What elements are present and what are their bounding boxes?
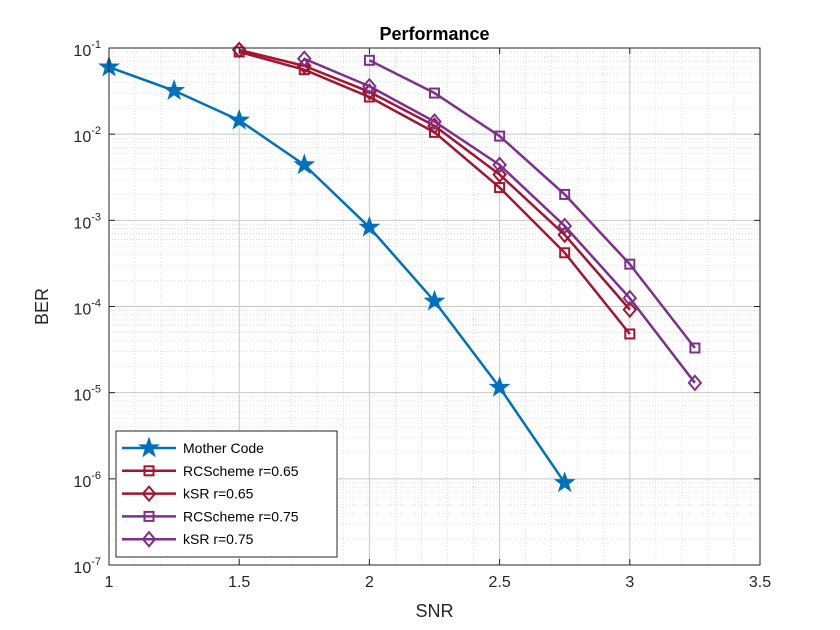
- data-point: [362, 77, 377, 95]
- data-point: [622, 289, 638, 307]
- series-0: [98, 55, 576, 493]
- y-tick-base: 10: [73, 43, 91, 60]
- legend-label: RCScheme r=0.65: [183, 463, 299, 479]
- x-tick-label: 1: [105, 574, 114, 591]
- y-tick-label: 10-7: [73, 556, 101, 577]
- data-point: [553, 471, 576, 493]
- legend-label: kSR r=0.65: [183, 486, 254, 502]
- x-tick-label: 3.5: [749, 574, 771, 591]
- y-tick-base: 10: [73, 388, 91, 405]
- y-tick-label: 10-3: [73, 211, 101, 232]
- y-tick-base: 10: [73, 302, 91, 319]
- x-tick-label: 2.5: [488, 574, 510, 591]
- legend-item: kSR r=0.75: [122, 530, 254, 548]
- y-tick-base: 10: [73, 560, 91, 577]
- data-point: [559, 188, 571, 200]
- x-tick-label: 3: [625, 574, 634, 591]
- data-point: [557, 226, 573, 244]
- data-point: [492, 166, 507, 184]
- y-tick-base: 10: [73, 474, 91, 491]
- data-point: [488, 375, 511, 397]
- y-tick-exponent: -7: [91, 556, 101, 568]
- data-point: [689, 342, 701, 354]
- legend-label: Mother Code: [183, 440, 264, 456]
- data-point: [624, 258, 636, 270]
- y-tick-exponent: -4: [91, 298, 101, 310]
- x-tick-label: 1.5: [228, 574, 250, 591]
- legend-marker: [138, 436, 160, 458]
- data-point: [228, 108, 251, 130]
- series-4: [296, 50, 703, 392]
- series-line: [368, 59, 696, 349]
- data-point: [429, 87, 440, 99]
- data-point: [296, 50, 312, 68]
- data-point: [163, 79, 186, 100]
- y-axis-title: BER: [32, 288, 52, 325]
- legend-marker: [143, 465, 155, 477]
- y-tick-label: 10-5: [73, 384, 101, 405]
- data-point: [557, 217, 573, 235]
- legend-label: RCScheme r=0.75: [183, 508, 299, 524]
- data-point: [363, 54, 375, 66]
- y-tick-label: 10-1: [73, 39, 101, 60]
- y-tick-exponent: -5: [91, 384, 101, 396]
- legend: Mother Code RCScheme r=0.65 kSR r=0.65 RCSc…: [115, 430, 338, 558]
- data-point: [296, 57, 312, 75]
- data-point: [293, 153, 316, 175]
- legend-item: RCScheme r=0.75: [122, 508, 299, 524]
- legend-marker: [143, 510, 155, 522]
- legend-item: RCScheme r=0.65: [122, 463, 299, 479]
- y-tick-exponent: -6: [91, 470, 101, 482]
- series-line: [108, 65, 566, 484]
- y-tick-label: 10-6: [73, 470, 101, 491]
- y-tick-exponent: -1: [91, 39, 101, 51]
- legend-item: Mother Code: [122, 436, 264, 458]
- series-3: [363, 54, 701, 354]
- chart-title: Performance: [379, 24, 489, 44]
- data-point: [687, 374, 703, 392]
- data-point: [423, 289, 446, 311]
- legend-marker: [141, 485, 157, 503]
- series-line: [303, 57, 696, 384]
- legend-marker: [141, 530, 157, 548]
- y-tick-exponent: -3: [91, 211, 101, 223]
- x-axis-title: SNR: [415, 601, 453, 621]
- y-tick-exponent: -2: [91, 125, 101, 137]
- legend-item: kSR r=0.65: [122, 485, 254, 503]
- data-point: [492, 156, 507, 174]
- x-tick-label: 2: [365, 574, 374, 591]
- y-tick-label: 10-2: [73, 125, 101, 146]
- data-point: [358, 215, 381, 237]
- data-point: [624, 328, 636, 340]
- data-point: [494, 130, 506, 142]
- data-point: [559, 247, 571, 259]
- data-point: [427, 113, 442, 131]
- data-point: [622, 301, 638, 319]
- y-tick-base: 10: [73, 129, 91, 146]
- y-tick-base: 10: [73, 215, 91, 232]
- y-tick-label: 10-4: [73, 298, 101, 319]
- legend-label: kSR r=0.75: [183, 531, 254, 547]
